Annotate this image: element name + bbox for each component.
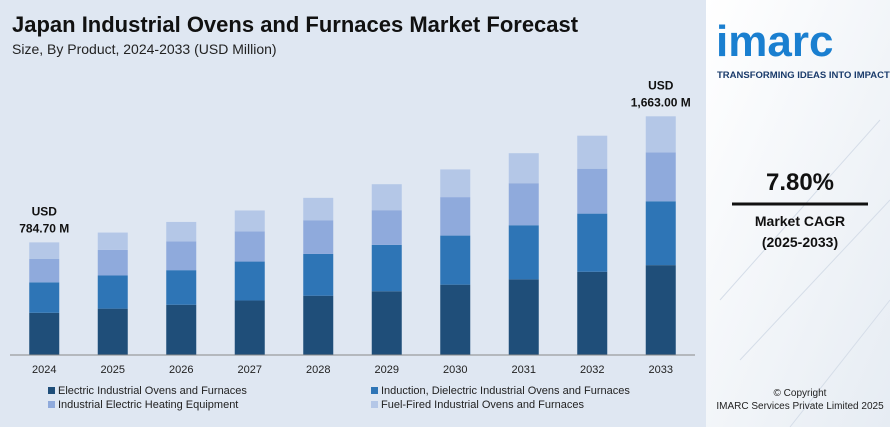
logo: imarc bbox=[716, 17, 833, 66]
company: IMARC Services Private Limited 2025 bbox=[716, 401, 884, 412]
bar-segment bbox=[440, 235, 471, 285]
bar-segment bbox=[234, 210, 265, 232]
bar-segment bbox=[577, 213, 608, 272]
x-tick-label: 2028 bbox=[306, 364, 330, 376]
x-tick-label: 2026 bbox=[169, 364, 193, 376]
bar-segment bbox=[577, 168, 608, 214]
legend-label: Induction, Dielectric Industrial Ovens a… bbox=[381, 385, 630, 397]
legend-swatch bbox=[48, 401, 55, 408]
x-tick-label: 2032 bbox=[580, 364, 604, 376]
legend-swatch bbox=[48, 387, 55, 394]
bar-segment bbox=[508, 225, 539, 280]
bar-segment bbox=[577, 271, 608, 355]
bar-segment bbox=[440, 284, 471, 355]
bar-segment bbox=[29, 242, 60, 259]
bar-segment bbox=[508, 153, 539, 184]
x-tick-label: 2025 bbox=[101, 364, 125, 376]
bar-segment bbox=[508, 183, 539, 226]
bar-segment bbox=[645, 152, 676, 202]
bar-segment bbox=[371, 184, 402, 211]
decor bbox=[719, 119, 890, 427]
x-tick-label: 2031 bbox=[512, 364, 536, 376]
bar-segment bbox=[440, 197, 471, 236]
legend-label: Fuel-Fired Industrial Ovens and Furnaces bbox=[381, 399, 584, 411]
bar-segment bbox=[234, 231, 265, 262]
bar-segment bbox=[303, 253, 334, 296]
bar-segment bbox=[371, 291, 402, 355]
copyright: © Copyright bbox=[774, 388, 827, 399]
bar-segment bbox=[97, 308, 128, 355]
total-label: 784.70 M bbox=[19, 221, 69, 235]
bar-segment bbox=[440, 169, 471, 198]
bar-segment bbox=[97, 232, 128, 250]
x-tick-label: 2029 bbox=[375, 364, 399, 376]
x-tick-label: 2027 bbox=[238, 364, 262, 376]
bar-segment bbox=[234, 261, 265, 301]
bar-segment bbox=[303, 197, 334, 221]
bar-segment bbox=[508, 279, 539, 355]
total-label: USD bbox=[648, 78, 674, 92]
bar-segment bbox=[645, 201, 676, 266]
x-tick-label: 2033 bbox=[649, 364, 673, 376]
bar-segment bbox=[234, 300, 265, 355]
legend-label: Industrial Electric Heating Equipment bbox=[58, 399, 238, 411]
total-label: 1,663.00 M bbox=[631, 95, 691, 109]
cagr-label: Market CAGR bbox=[755, 213, 845, 229]
bar-segment bbox=[97, 249, 128, 276]
legend-label: Electric Industrial Ovens and Furnaces bbox=[58, 385, 247, 397]
legend-swatch bbox=[371, 401, 378, 408]
bar-segment bbox=[29, 312, 60, 355]
bar-segment bbox=[577, 135, 608, 169]
x-tick-label: 2030 bbox=[443, 364, 467, 376]
bar-segment bbox=[97, 275, 128, 309]
chart-title: Japan Industrial Ovens and Furnaces Mark… bbox=[12, 12, 579, 37]
sidebar-bg bbox=[706, 0, 890, 427]
bar-segment bbox=[166, 221, 197, 242]
bar-segment bbox=[303, 220, 334, 254]
chart-subtitle: Size, By Product, 2024-2033 (USD Million… bbox=[12, 41, 277, 57]
cagr-period: (2025-2033) bbox=[762, 234, 838, 250]
bar-segment bbox=[371, 244, 402, 292]
cagr-value: 7.80% bbox=[766, 169, 834, 196]
total-label: USD bbox=[32, 204, 58, 218]
legend-swatch bbox=[371, 387, 378, 394]
bar-segment bbox=[166, 241, 197, 271]
bar-segment bbox=[371, 210, 402, 245]
bar-segment bbox=[166, 270, 197, 305]
tagline: TRANSFORMING IDEAS INTO IMPACT bbox=[717, 70, 890, 81]
bar-segment bbox=[645, 265, 676, 355]
bar-segment bbox=[645, 116, 676, 153]
x-tick-label: 2024 bbox=[32, 364, 56, 376]
bar-segment bbox=[303, 295, 334, 355]
bar-segment bbox=[29, 282, 60, 313]
bar-segment bbox=[166, 304, 197, 355]
bar-segment bbox=[29, 258, 60, 283]
